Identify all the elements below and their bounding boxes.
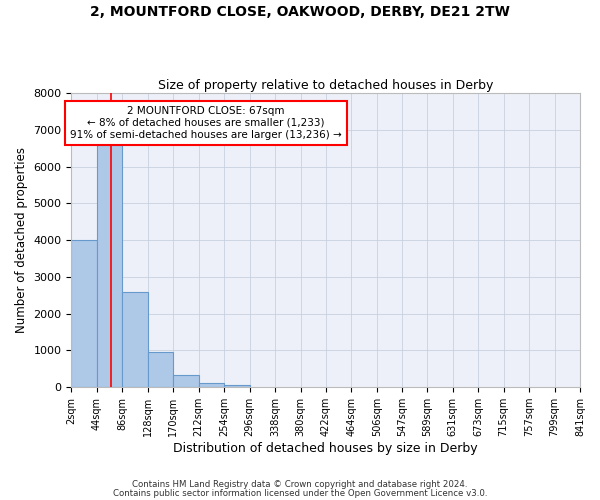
Bar [173,375,199,387]
Bar [199,383,224,387]
Bar [97,144,122,387]
Title: Size of property relative to detached houses in Derby: Size of property relative to detached ho… [158,79,493,92]
Text: 2, MOUNTFORD CLOSE, OAKWOOD, DERBY, DE21 2TW: 2, MOUNTFORD CLOSE, OAKWOOD, DERBY, DE21… [90,5,510,19]
Y-axis label: Number of detached properties: Number of detached properties [15,147,28,333]
Text: Contains HM Land Registry data © Crown copyright and database right 2024.: Contains HM Land Registry data © Crown c… [132,480,468,489]
X-axis label: Distribution of detached houses by size in Derby: Distribution of detached houses by size … [173,442,478,455]
Text: Contains public sector information licensed under the Open Government Licence v3: Contains public sector information licen… [113,488,487,498]
Bar [122,292,148,387]
Bar [148,352,173,387]
Text: 2 MOUNTFORD CLOSE: 67sqm
← 8% of detached houses are smaller (1,233)
91% of semi: 2 MOUNTFORD CLOSE: 67sqm ← 8% of detache… [70,106,342,140]
Bar [71,240,97,387]
Bar [224,385,250,387]
